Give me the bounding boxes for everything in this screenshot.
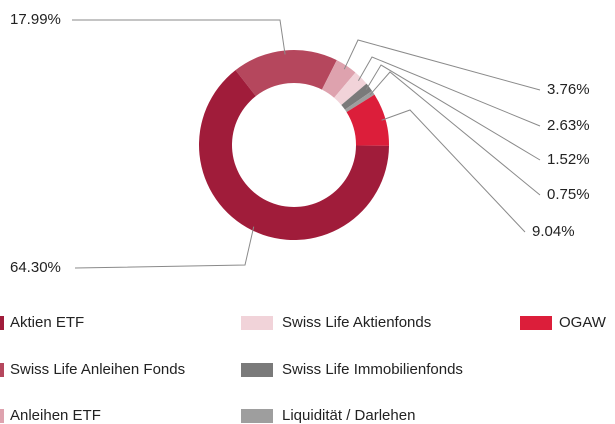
data-label: 1.52% [547,151,590,168]
data-label: 64.30% [10,259,61,276]
leader-line [74,226,255,269]
legend-label: Swiss Life Anleihen Fonds [10,361,185,378]
leader-line [357,56,541,127]
data-label: 17.99% [10,11,61,28]
leader-line [343,39,541,91]
leader-line [381,109,526,233]
slice [344,90,375,113]
legend-swatch [241,316,273,330]
legend-label: Swiss Life Immobilienfonds [282,361,463,378]
data-label: 0.75% [547,186,590,203]
slice [321,60,356,98]
leader-line [72,19,286,55]
data-label: 2.63% [547,117,590,134]
legend-label: Swiss Life Aktienfonds [282,314,431,331]
data-label: 9.04% [532,223,575,240]
slice [341,83,373,110]
legend-label: OGAW [559,314,607,331]
data-label: 3.76% [547,81,590,98]
legend-swatch [520,316,552,330]
legend-swatch [0,316,4,330]
legend-swatch [241,363,273,377]
legend-label: Liquidität / Darlehen [282,407,415,424]
slice [346,94,389,146]
slice [199,70,389,240]
legend-swatch [241,409,273,423]
leader-line [369,71,541,196]
legend-label: Anleihen ETF [10,407,101,424]
legend-swatch [0,363,4,377]
leader-line [365,64,541,161]
legend-label: Aktien ETF [10,314,84,331]
slice [235,49,337,97]
legend-swatch [0,409,4,423]
